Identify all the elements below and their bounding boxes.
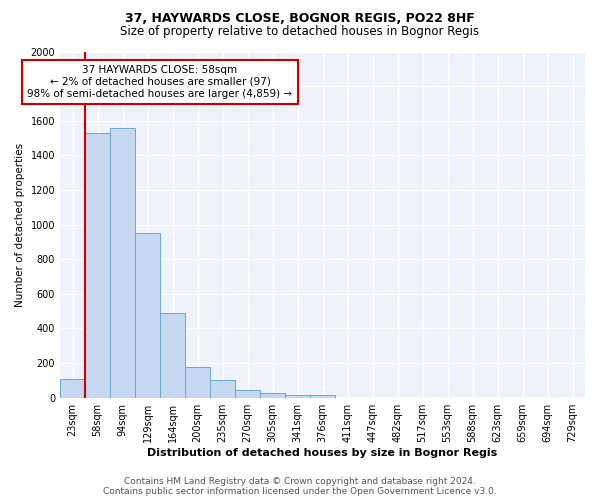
Bar bbox=[85, 133, 110, 398]
Bar bbox=[260, 394, 285, 398]
Bar bbox=[60, 378, 85, 398]
Y-axis label: Number of detached properties: Number of detached properties bbox=[15, 142, 25, 306]
Text: 37, HAYWARDS CLOSE, BOGNOR REGIS, PO22 8HF: 37, HAYWARDS CLOSE, BOGNOR REGIS, PO22 8… bbox=[125, 12, 475, 26]
Text: 37 HAYWARDS CLOSE: 58sqm
← 2% of detached houses are smaller (97)
98% of semi-de: 37 HAYWARDS CLOSE: 58sqm ← 2% of detache… bbox=[28, 66, 293, 98]
Bar bbox=[160, 313, 185, 398]
Bar bbox=[185, 366, 210, 398]
Bar bbox=[310, 395, 335, 398]
Bar bbox=[135, 234, 160, 398]
Bar bbox=[110, 128, 135, 398]
Bar bbox=[210, 380, 235, 398]
Bar bbox=[235, 390, 260, 398]
Text: Contains HM Land Registry data © Crown copyright and database right 2024.
Contai: Contains HM Land Registry data © Crown c… bbox=[103, 476, 497, 496]
Bar bbox=[285, 395, 310, 398]
X-axis label: Distribution of detached houses by size in Bognor Regis: Distribution of detached houses by size … bbox=[148, 448, 497, 458]
Text: Size of property relative to detached houses in Bognor Regis: Size of property relative to detached ho… bbox=[121, 25, 479, 38]
